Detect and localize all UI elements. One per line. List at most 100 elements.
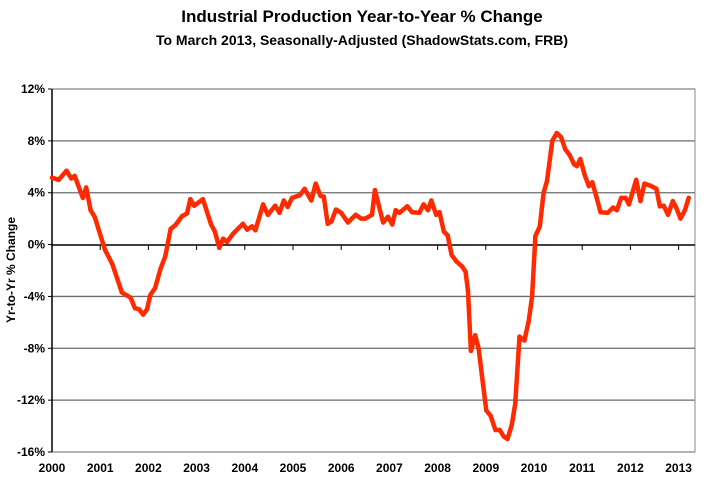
data-point [541,190,546,195]
data-point [372,187,378,193]
data-point [245,227,250,232]
data-point [537,224,542,229]
data-point [333,207,339,212]
chart-title: Industrial Production Year-to-Year % Cha… [181,7,542,26]
data-point [128,295,133,300]
data-point [634,177,639,182]
data-point [434,212,439,217]
data-point [321,194,326,199]
data-point [158,267,163,272]
data-point [463,269,468,274]
data-point [623,195,628,201]
data-point [473,333,478,338]
data-point [140,312,146,317]
data-point [152,285,158,291]
y-tick-label: -12% [17,393,45,407]
data-point [661,203,666,208]
data-point [397,210,402,215]
data-point [88,208,93,213]
data-point [224,239,230,245]
data-point [92,215,98,220]
data-point [200,197,206,202]
x-tick-label: 2004 [231,461,258,475]
data-point [509,422,514,427]
data-point [465,289,471,294]
data-point [574,163,580,169]
data-point [626,202,632,207]
data-point [619,195,624,201]
series-line [49,130,691,442]
data-point [265,212,271,217]
x-tick-label: 2012 [617,461,644,475]
data-point [526,318,531,324]
data-point [674,205,679,210]
data-point [501,434,506,439]
data-point [163,254,168,259]
data-point [445,233,450,238]
data-point [678,216,683,221]
gridlines [48,88,695,453]
data-point [642,181,647,186]
data-point [476,346,481,351]
data-point [425,208,431,213]
x-tick-label: 2006 [328,461,355,475]
data-point [97,230,102,236]
data-point [638,198,643,204]
x-tick-label: 2009 [472,461,499,475]
data-point [586,184,592,189]
data-point [648,183,653,188]
y-tick-label: -16% [17,445,45,459]
data-point [441,229,447,234]
data-point [345,220,351,225]
y-tick-label: 12% [21,82,45,96]
data-point [598,210,603,215]
data-point [329,219,334,224]
data-point [358,216,364,221]
data-point [173,222,178,228]
data-point [614,208,620,213]
data-point [249,224,255,229]
data-point [610,205,616,210]
data-point [217,245,222,250]
data-point [188,197,193,202]
data-point [231,231,236,236]
data-point [594,193,599,199]
data-point [497,427,502,433]
data-point [273,203,278,208]
y-tick-label: 0% [28,238,46,252]
data-point [657,204,662,209]
data-point [220,236,226,241]
data-point [393,208,398,213]
data-point [670,198,675,204]
data-point [339,210,344,215]
data-point [309,198,314,203]
data-point [72,173,77,179]
data-point [437,210,442,215]
data-point [289,195,295,201]
data-point [417,210,422,215]
y-tick-label: -8% [24,341,46,355]
data-point [102,247,108,252]
data-point [449,252,454,258]
data-point [302,186,307,191]
data-point [318,193,323,199]
y-tick-label: -4% [24,289,46,303]
data-point [554,130,559,136]
data-point [253,228,258,233]
data-point [260,202,266,207]
data-point [84,185,89,190]
data-point [69,176,74,181]
data-point [686,195,691,201]
data-point [405,204,410,209]
x-tick-label: 2000 [39,461,66,475]
data-point [380,220,386,225]
data-point [137,307,142,312]
y-tick-labels: 12% 8% 4% 0% -4% -8% -12% -16% [17,82,45,459]
data-point [80,195,86,201]
series-group [49,130,691,442]
data-point [49,175,55,180]
data-point [192,203,197,208]
data-point [513,401,518,407]
data-point [460,264,465,269]
